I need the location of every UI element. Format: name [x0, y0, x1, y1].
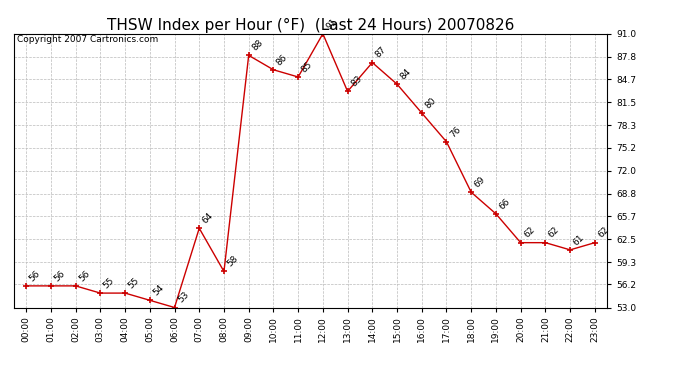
Text: 56: 56: [28, 268, 42, 283]
Text: 64: 64: [201, 211, 215, 225]
Text: 62: 62: [596, 225, 611, 240]
Text: 55: 55: [101, 276, 116, 290]
Text: 53: 53: [176, 290, 190, 305]
Text: 62: 62: [546, 225, 561, 240]
Text: 87: 87: [374, 45, 388, 60]
Text: 83: 83: [349, 74, 364, 88]
Text: 88: 88: [250, 38, 264, 53]
Text: 54: 54: [151, 283, 166, 297]
Title: THSW Index per Hour (°F)  (Last 24 Hours) 20070826: THSW Index per Hour (°F) (Last 24 Hours)…: [107, 18, 514, 33]
Text: Copyright 2007 Cartronics.com: Copyright 2007 Cartronics.com: [17, 35, 158, 44]
Text: 56: 56: [77, 268, 92, 283]
Text: 66: 66: [497, 196, 512, 211]
Text: 86: 86: [275, 53, 289, 67]
Text: 80: 80: [423, 96, 437, 110]
Text: 76: 76: [448, 124, 462, 139]
Text: 62: 62: [522, 225, 536, 240]
Text: 56: 56: [52, 268, 67, 283]
Text: 61: 61: [571, 232, 586, 247]
Text: 55: 55: [126, 276, 141, 290]
Text: 91: 91: [324, 16, 339, 31]
Text: 85: 85: [299, 60, 314, 74]
Text: 69: 69: [473, 175, 487, 189]
Text: 84: 84: [398, 67, 413, 81]
Text: 58: 58: [226, 254, 240, 269]
